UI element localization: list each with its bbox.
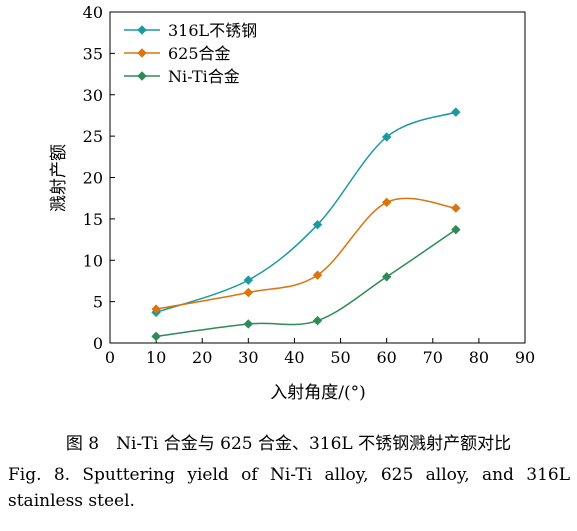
y-tick-label: 15 (83, 210, 103, 229)
data-point (451, 107, 461, 117)
y-tick-label: 30 (83, 86, 103, 105)
data-point (312, 315, 323, 326)
figure-caption-en: Fig. 8. Sputtering yield of Ni-Ti alloy,… (8, 465, 570, 511)
series-line (156, 229, 457, 338)
x-tick-label: 60 (376, 348, 396, 367)
series-line (155, 197, 456, 310)
x-tick-label: 90 (515, 348, 535, 367)
series-2 (151, 224, 461, 342)
legend-item: 316L不锈钢 (124, 21, 257, 40)
data-point (451, 203, 461, 213)
legend-item: Ni-Ti合金 (124, 67, 240, 86)
series-1 (151, 197, 461, 314)
legend-label: 316L不锈钢 (168, 21, 257, 40)
x-tick-label: 30 (238, 348, 258, 367)
legend-item: 625合金 (124, 44, 231, 63)
series-layer (151, 107, 461, 342)
legend-label: 625合金 (168, 44, 231, 63)
data-point (312, 219, 323, 230)
y-tick-label: 40 (83, 3, 103, 22)
axis-ticks: 0 10 20 30 40 50 60 70 80 90 0 5 10 15 20 25 30 35 40 (83, 3, 536, 367)
x-tick-label: 50 (330, 348, 350, 367)
data-point (243, 275, 254, 285)
y-tick-label: 20 (83, 169, 103, 188)
data-point (381, 132, 392, 142)
legend: 316L不锈钢 625合金 Ni-Ti合金 (124, 21, 257, 86)
y-tick-label: 10 (83, 251, 103, 270)
legend-marker (137, 48, 147, 58)
x-tick-label: 40 (284, 348, 304, 367)
legend-marker (137, 25, 147, 35)
y-tick-label: 35 (83, 44, 103, 63)
y-axis-label: 溅射产额 (49, 144, 69, 212)
data-point (451, 224, 461, 235)
data-point (151, 331, 161, 342)
legend-label: Ni-Ti合金 (168, 67, 240, 86)
x-axis-label: 入射角度/(°) (270, 383, 366, 403)
y-tick-label: 25 (83, 127, 103, 146)
data-point (243, 319, 254, 329)
data-point (243, 287, 254, 298)
series-0 (151, 107, 461, 318)
x-tick-label: 10 (146, 348, 166, 367)
line-chart: 0 10 20 30 40 50 60 70 80 90 0 5 10 15 20 25 30 35 40 316L… (49, 3, 536, 403)
data-point (312, 270, 323, 280)
x-tick-label: 70 (423, 348, 443, 367)
figure-caption-zh: 图 8 Ni-Ti 合金与 625 合金、316L 不锈钢溅射产额对比 (65, 434, 512, 454)
y-tick-label: 0 (93, 334, 103, 353)
data-point (151, 304, 161, 314)
x-tick-label: 80 (469, 348, 489, 367)
series-line (155, 111, 457, 314)
legend-marker (137, 71, 147, 81)
data-point (381, 272, 392, 282)
x-tick-label: 20 (192, 348, 212, 367)
data-point (381, 197, 392, 208)
x-tick-label: 0 (105, 348, 115, 367)
y-tick-label: 5 (93, 293, 103, 312)
